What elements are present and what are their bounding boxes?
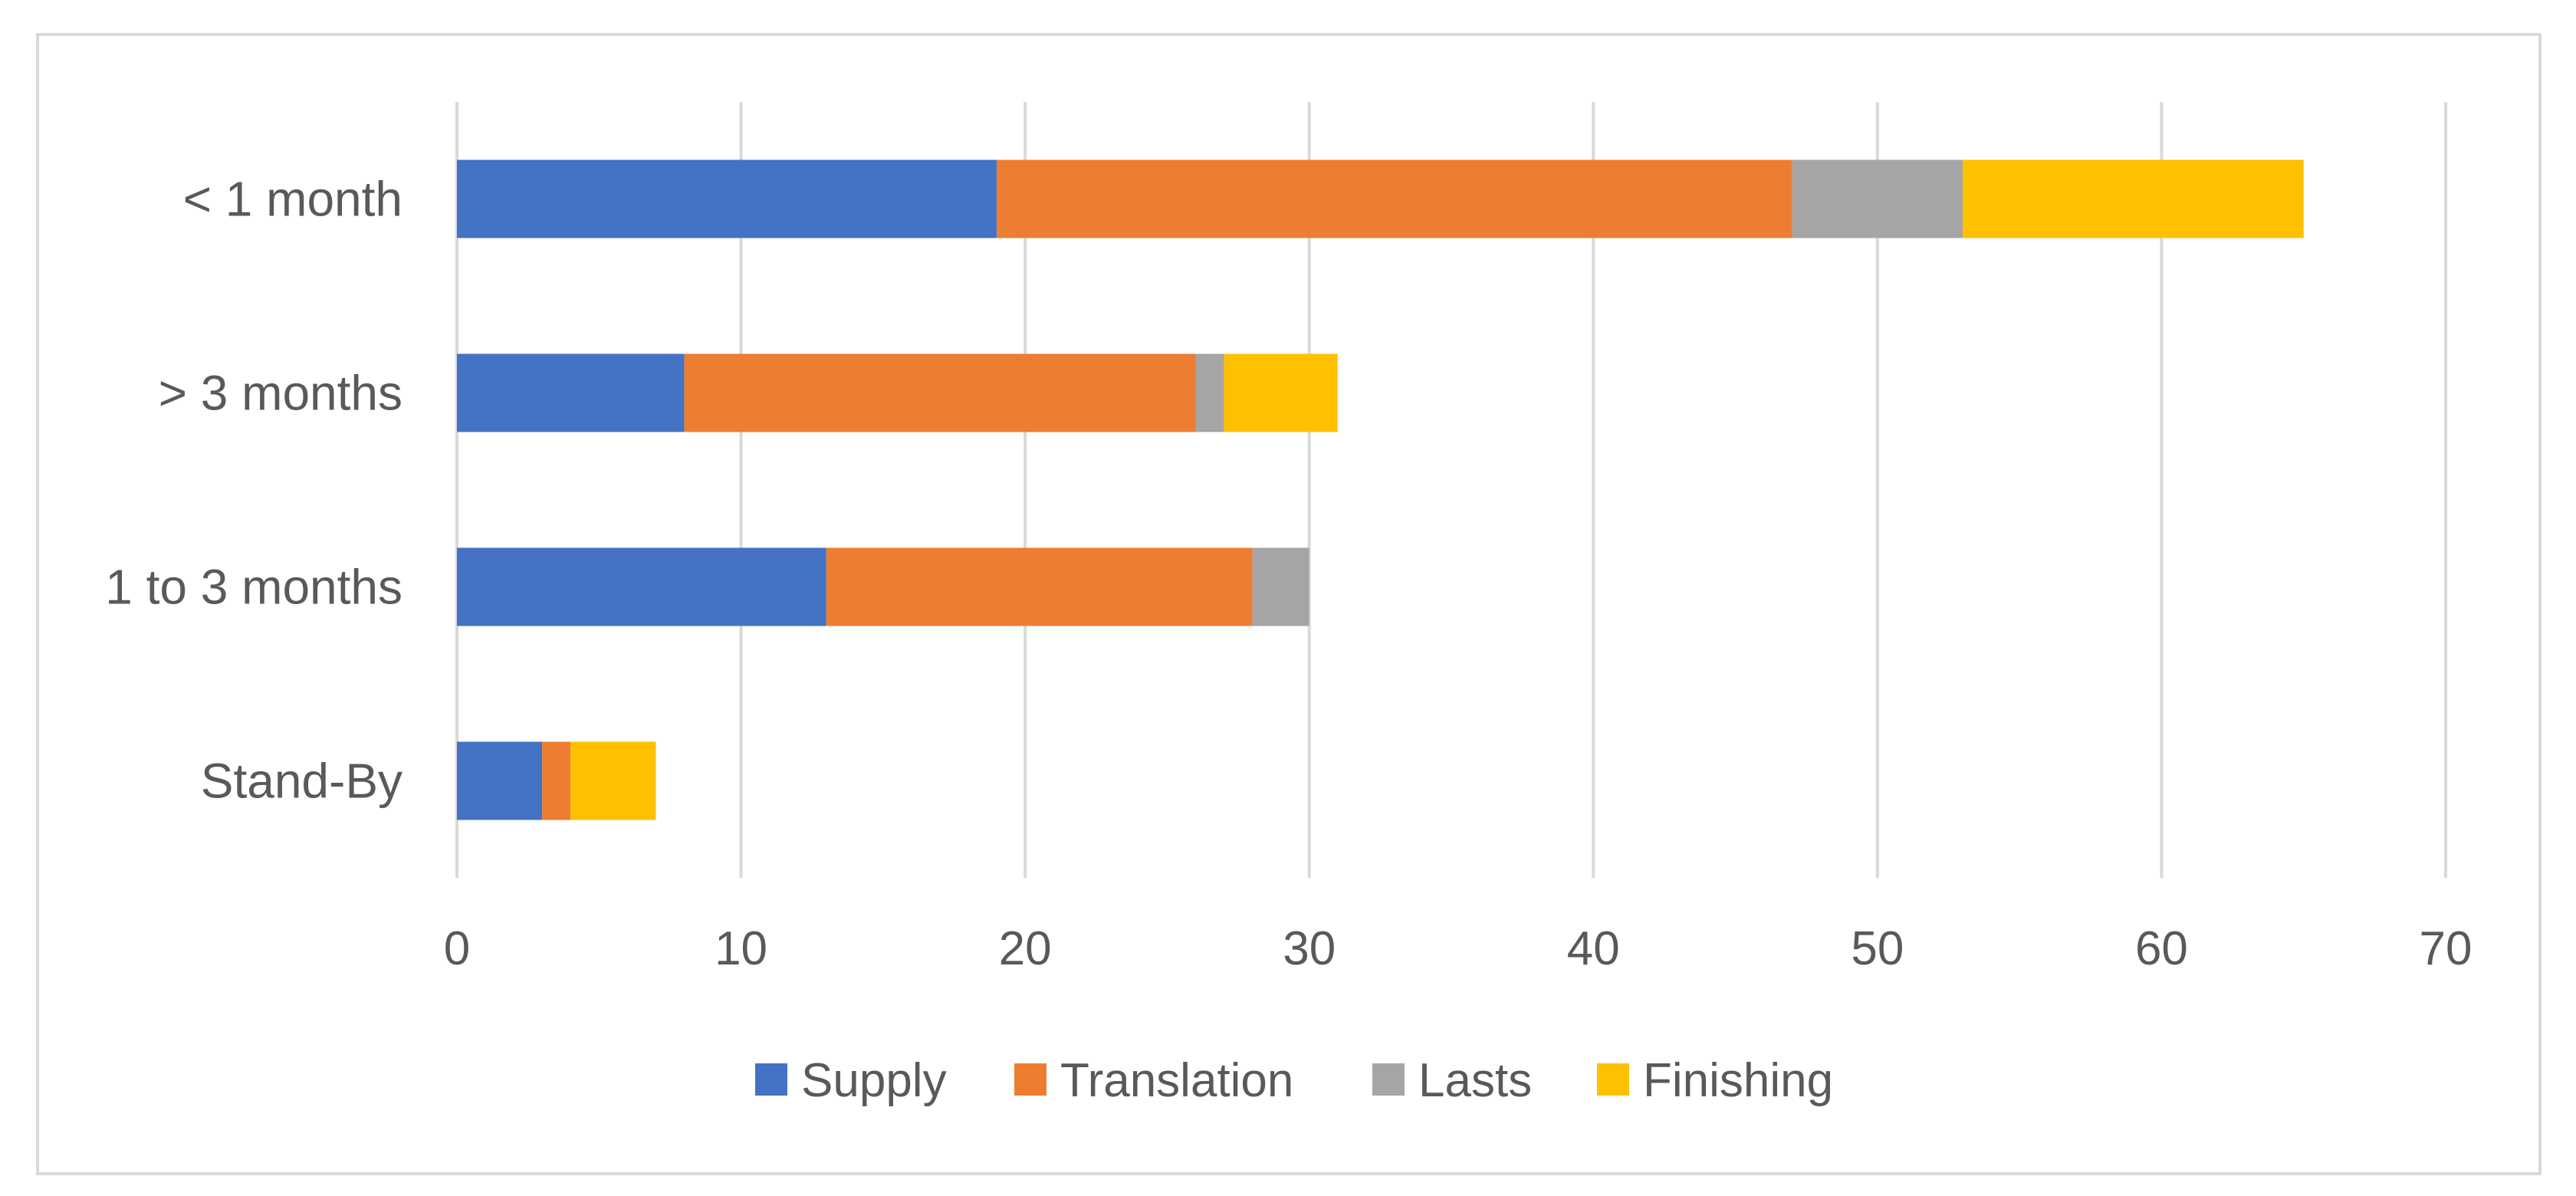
legend-label-supply: Supply: [801, 1054, 947, 1107]
legend-label-finishing: Finishing: [1643, 1054, 1833, 1107]
x-tick-label: 50: [1851, 922, 1904, 975]
bar-supply-0: [457, 159, 997, 238]
legend-label-lasts: Lasts: [1418, 1054, 1532, 1107]
bar-lasts-0: [1792, 159, 1963, 238]
bar-lasts-2: [1252, 547, 1309, 626]
bar-translation-0: [997, 159, 1792, 238]
x-tick-label: 20: [999, 922, 1052, 975]
bar-lasts-1: [1195, 353, 1224, 432]
category-label: 1 to 3 months: [105, 560, 402, 615]
category-label: > 3 months: [159, 366, 402, 421]
legend-swatch-supply: [755, 1063, 787, 1096]
legend-swatch-lasts: [1372, 1063, 1405, 1096]
x-tick-label: 30: [1283, 922, 1336, 975]
category-label: < 1 month: [183, 172, 402, 227]
category-label: Stand-By: [201, 754, 402, 809]
bar-translation-1: [684, 353, 1196, 432]
bar-supply-3: [457, 741, 543, 820]
legend-swatch-finishing: [1597, 1063, 1629, 1096]
bar-translation-3: [542, 741, 571, 820]
bar-translation-2: [826, 547, 1253, 626]
bar-supply-2: [457, 547, 826, 626]
bar-supply-1: [457, 353, 685, 432]
x-tick-label: 40: [1567, 922, 1620, 975]
x-tick-label: 10: [715, 922, 767, 975]
x-tick-label: 60: [2135, 922, 2188, 975]
legend-swatch-translation: [1014, 1063, 1046, 1096]
legend-label-translation: Translation: [1060, 1054, 1293, 1107]
x-tick-label: 70: [2420, 922, 2472, 975]
bar-finishing-0: [1963, 159, 2304, 238]
bar-finishing-1: [1224, 353, 1338, 432]
bar-finishing-3: [570, 741, 656, 820]
x-tick-label: 0: [444, 922, 470, 975]
